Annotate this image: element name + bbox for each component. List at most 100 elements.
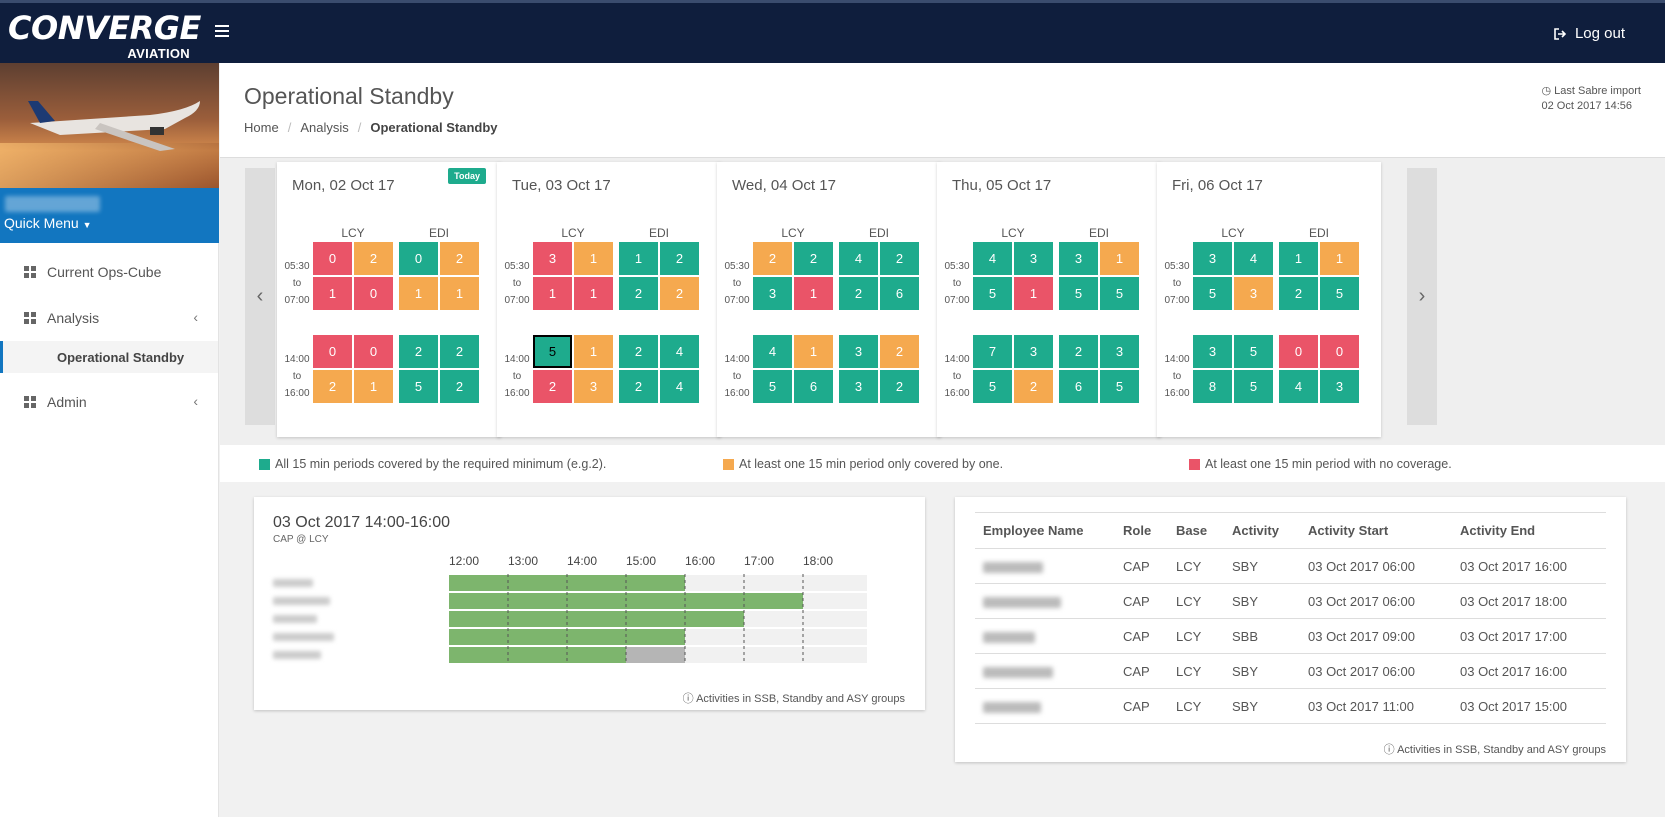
coverage-cell[interactable]: 2 [880, 242, 919, 275]
coverage-cell[interactable]: 0 [354, 277, 393, 310]
coverage-cell[interactable]: 3 [533, 242, 572, 275]
coverage-cell[interactable]: 5 [399, 370, 438, 403]
coverage-cell[interactable]: 5 [533, 335, 572, 368]
coverage-cell[interactable]: 5 [1100, 277, 1139, 310]
breadcrumb-home[interactable]: Home [244, 120, 279, 135]
coverage-cell[interactable]: 1 [354, 370, 393, 403]
coverage-cell[interactable]: 1 [1320, 242, 1359, 275]
coverage-cell[interactable]: 0 [1320, 335, 1359, 368]
coverage-cell[interactable]: 3 [1014, 335, 1053, 368]
table-row[interactable]: CAP LCY SBB 03 Oct 2017 09:00 03 Oct 2017 17… [975, 618, 1606, 654]
table-row[interactable]: CAP LCY SBY 03 Oct 2017 06:00 03 Oct 2017 18… [975, 583, 1606, 619]
coverage-cell[interactable]: 2 [533, 370, 572, 403]
coverage-cell[interactable]: 1 [440, 277, 479, 310]
coverage-cell[interactable]: 3 [1193, 242, 1232, 275]
coverage-cell[interactable]: 2 [1059, 335, 1098, 368]
coverage-cell[interactable]: 1 [574, 277, 613, 310]
col-role[interactable]: Role [1115, 512, 1168, 549]
coverage-cell[interactable]: 6 [880, 277, 919, 310]
sidebar-item-analysis[interactable]: Analysis ‹ [0, 295, 218, 341]
gantt-inactive-bar[interactable] [626, 647, 685, 663]
hamburger-icon[interactable] [215, 25, 229, 37]
coverage-cell[interactable]: 4 [660, 370, 699, 403]
coverage-cell[interactable]: 1 [1014, 277, 1053, 310]
coverage-cell[interactable]: 2 [440, 370, 479, 403]
coverage-cell[interactable]: 5 [973, 370, 1012, 403]
coverage-cell[interactable]: 0 [354, 335, 393, 368]
coverage-cell[interactable]: 2 [440, 335, 479, 368]
coverage-cell[interactable]: 7 [973, 335, 1012, 368]
coverage-cell[interactable]: 2 [399, 335, 438, 368]
coverage-cell[interactable]: 4 [839, 242, 878, 275]
coverage-cell[interactable]: 1 [399, 277, 438, 310]
coverage-cell[interactable]: 4 [973, 242, 1012, 275]
coverage-cell[interactable]: 4 [1279, 370, 1318, 403]
coverage-cell[interactable]: 4 [660, 335, 699, 368]
coverage-cell[interactable]: 6 [1059, 370, 1098, 403]
coverage-cell[interactable]: 6 [794, 370, 833, 403]
gantt-activity-bar[interactable] [449, 611, 744, 627]
table-row[interactable]: CAP LCY SBY 03 Oct 2017 06:00 03 Oct 2017 16… [975, 653, 1606, 689]
quick-menu-dropdown[interactable]: Quick Menu ▼ [4, 215, 92, 231]
coverage-cell[interactable]: 1 [1100, 242, 1139, 275]
coverage-cell[interactable]: 2 [354, 242, 393, 275]
next-days-button[interactable]: › [1407, 168, 1437, 425]
col-employee-name[interactable]: Employee Name [975, 512, 1115, 549]
coverage-cell[interactable]: 1 [533, 277, 572, 310]
coverage-cell[interactable]: 2 [880, 370, 919, 403]
coverage-cell[interactable]: 5 [973, 277, 1012, 310]
gantt-activity-bar[interactable] [449, 647, 626, 663]
coverage-cell[interactable]: 5 [1234, 335, 1273, 368]
coverage-cell[interactable]: 2 [619, 277, 658, 310]
coverage-cell[interactable]: 3 [1320, 370, 1359, 403]
coverage-cell[interactable]: 8 [1193, 370, 1232, 403]
logout-button[interactable]: Log out [1554, 25, 1625, 42]
table-row[interactable]: CAP LCY SBY 03 Oct 2017 06:00 03 Oct 2017 16… [975, 548, 1606, 584]
coverage-cell[interactable]: 5 [1234, 370, 1273, 403]
coverage-cell[interactable]: 1 [794, 277, 833, 310]
coverage-cell[interactable]: 1 [1279, 242, 1318, 275]
coverage-cell[interactable]: 4 [753, 335, 792, 368]
coverage-cell[interactable]: 2 [839, 277, 878, 310]
coverage-cell[interactable]: 3 [1014, 242, 1053, 275]
coverage-cell[interactable]: 3 [753, 277, 792, 310]
sidebar-item-admin[interactable]: Admin ‹ [0, 379, 218, 425]
coverage-cell[interactable]: 2 [619, 335, 658, 368]
coverage-cell[interactable]: 3 [1100, 335, 1139, 368]
coverage-cell[interactable]: 5 [1320, 277, 1359, 310]
coverage-cell[interactable]: 2 [619, 370, 658, 403]
coverage-cell[interactable]: 4 [1234, 242, 1273, 275]
coverage-cell[interactable]: 0 [313, 242, 352, 275]
coverage-cell[interactable]: 2 [880, 335, 919, 368]
coverage-cell[interactable]: 1 [794, 335, 833, 368]
coverage-cell[interactable]: 2 [440, 242, 479, 275]
sidebar-item-current-ops-cube[interactable]: Current Ops-Cube [0, 249, 218, 295]
coverage-cell[interactable]: 0 [1279, 335, 1318, 368]
prev-days-button[interactable]: ‹ [245, 168, 275, 425]
coverage-cell[interactable]: 1 [619, 242, 658, 275]
coverage-cell[interactable]: 2 [753, 242, 792, 275]
coverage-cell[interactable]: 5 [1059, 277, 1098, 310]
coverage-cell[interactable]: 2 [794, 242, 833, 275]
col-base[interactable]: Base [1168, 512, 1224, 549]
coverage-cell[interactable]: 2 [313, 370, 352, 403]
coverage-cell[interactable]: 5 [1193, 277, 1232, 310]
coverage-cell[interactable]: 1 [313, 277, 352, 310]
col-activity-end[interactable]: Activity End [1452, 512, 1606, 549]
coverage-cell[interactable]: 2 [1279, 277, 1318, 310]
sidebar-item-operational-standby[interactable]: Operational Standby [0, 341, 218, 373]
brand-logo[interactable]: CONVERGE AVIATION [8, 11, 201, 61]
coverage-cell[interactable]: 3 [839, 335, 878, 368]
coverage-cell[interactable]: 3 [574, 370, 613, 403]
coverage-cell[interactable]: 1 [574, 335, 613, 368]
coverage-cell[interactable]: 2 [660, 277, 699, 310]
coverage-cell[interactable]: 3 [839, 370, 878, 403]
coverage-cell[interactable]: 5 [753, 370, 792, 403]
breadcrumb-analysis[interactable]: Analysis [300, 120, 349, 135]
coverage-cell[interactable]: 3 [1234, 277, 1273, 310]
coverage-cell[interactable]: 3 [1193, 335, 1232, 368]
coverage-cell[interactable]: 2 [1014, 370, 1053, 403]
coverage-cell[interactable]: 0 [399, 242, 438, 275]
coverage-cell[interactable]: 1 [574, 242, 613, 275]
col-activity-start[interactable]: Activity Start [1300, 512, 1452, 549]
